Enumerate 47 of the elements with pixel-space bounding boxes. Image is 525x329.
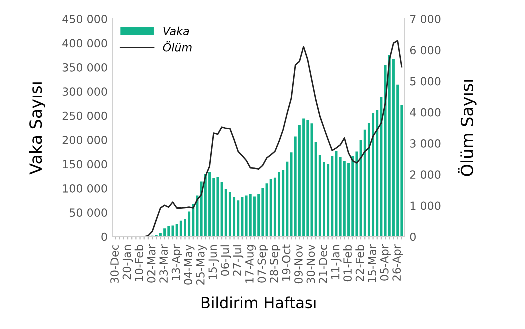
y-tick-label: 350 000 (62, 63, 108, 72)
y2-tick-label: 7 000 (410, 15, 441, 24)
y-tick-label: 450 000 (62, 15, 108, 24)
y-tick-label: 150 000 (63, 160, 108, 169)
y2-tick-label: 1 000 (410, 202, 441, 210)
x-tick-label: 23-Mar (160, 244, 168, 283)
x-tick-label: 04-May (184, 244, 195, 285)
y-tick-label: 300 000 (62, 88, 108, 96)
x-tick-label: 22-Feb (356, 245, 364, 282)
y2-tick-label: 0 (410, 232, 416, 242)
x-tick-label: 30-Dec (110, 245, 119, 284)
x-tick-label: 27-Jul (233, 246, 244, 276)
y2-tick-label: 4 000 (410, 108, 441, 117)
x-tick-label: 05-Apr (380, 244, 391, 281)
y-tick-label: 50 000 (70, 208, 108, 218)
y-tick-label: 0 (102, 232, 108, 242)
y2-tick-label: 3 000 (410, 140, 441, 148)
x-tick-label: 28-Sep (270, 245, 281, 283)
y-tick-label: 200 000 (62, 136, 108, 144)
y-tick-label: 250 000 (62, 112, 108, 120)
x-tick-label: 10-Feb (134, 245, 144, 282)
x-tick-label: 09-Nov (294, 244, 303, 284)
x-tick-label: 15-Jun (208, 245, 220, 280)
x-tick-label: 11-Jan (331, 245, 342, 280)
x-axis-title: Bildirim Haftası (202, 296, 316, 309)
x-tick-label: 06-Jul (220, 246, 232, 276)
x-tick-label: 26-Apr (392, 244, 404, 281)
legend-label: Vaka (164, 26, 190, 36)
y-tick-label: 100 000 (63, 184, 108, 193)
x-tick-label: 17-Aug (246, 246, 256, 283)
x-tick-label: 20-Jan (122, 245, 134, 280)
x-tick-label: 15-Mar (368, 244, 377, 282)
x-tick-label: 13-Apr (172, 244, 182, 280)
y2-axis-title: Ölüm Sayısı (458, 80, 477, 176)
x-tick-label: 30-Nov (306, 244, 316, 284)
x-tick-label: 19-Oct (282, 244, 291, 281)
y-tick-label: 400 000 (62, 39, 108, 48)
x-tick-label: 02-Mar (147, 244, 156, 283)
x-tick-label: 01-Feb (343, 245, 352, 282)
y2-tick-label: 6 000 (410, 46, 441, 55)
x-tick-label: 07-Sep (258, 245, 268, 283)
x-tick-label: 21-Dec (319, 245, 328, 284)
y-axis-title: Vaka Sayısı (29, 82, 46, 175)
legend-label: Ölüm (163, 41, 192, 52)
y2-tick-label: 5 000 (410, 77, 441, 86)
x-tick-label: 25-May (196, 244, 207, 285)
y2-tick-label: 2 000 (410, 170, 441, 180)
